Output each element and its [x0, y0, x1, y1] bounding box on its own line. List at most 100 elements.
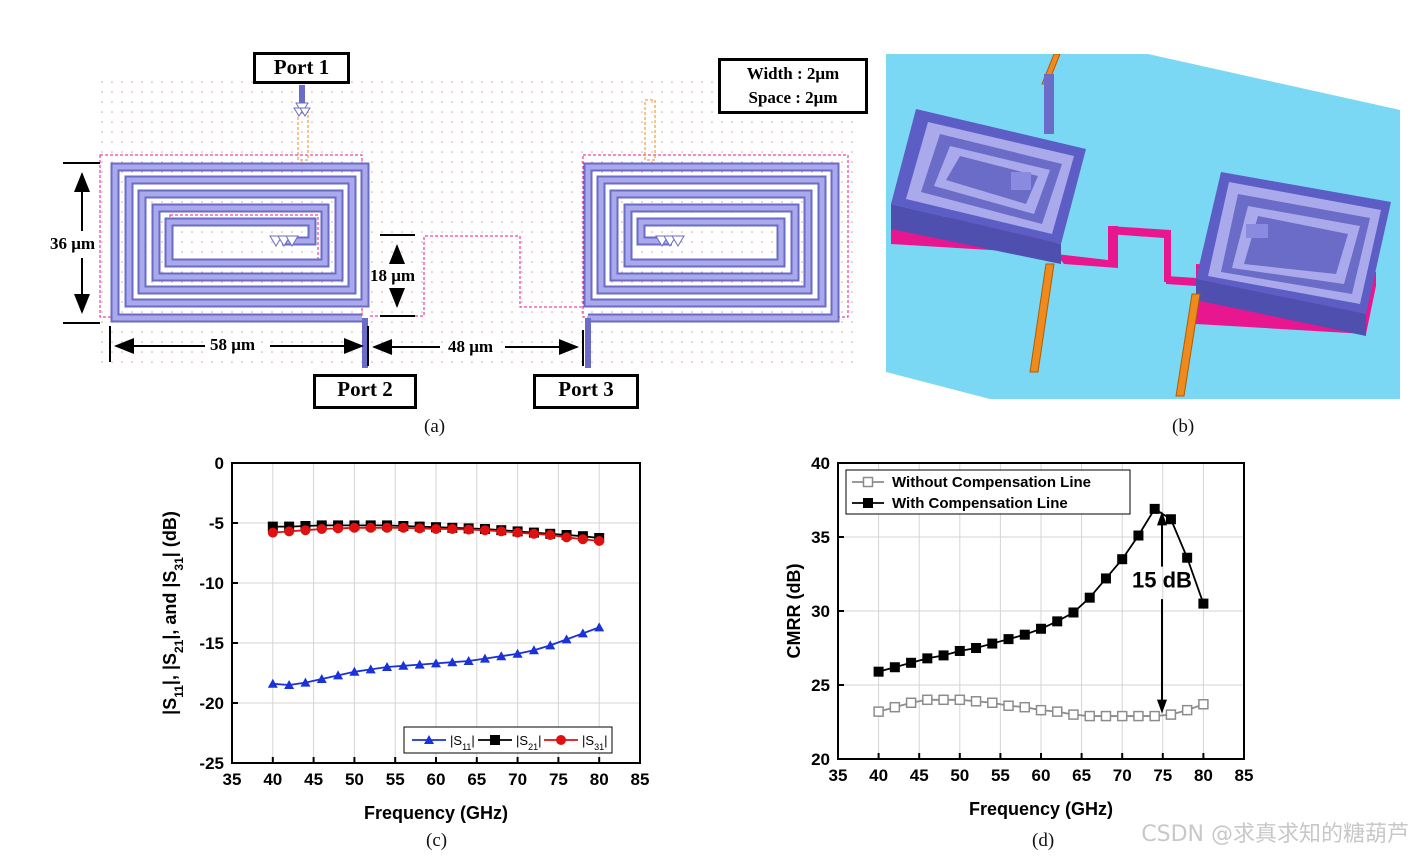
x-tick-label: 55 — [991, 766, 1010, 785]
data-point — [479, 653, 490, 663]
x-tick-label: 45 — [910, 766, 929, 785]
legend-entry: With Compensation Line — [892, 495, 1068, 512]
data-point — [954, 645, 965, 656]
port1-lead-3d — [1044, 74, 1054, 134]
legend-marker — [862, 476, 874, 488]
legend-entry: |S21| — [516, 733, 541, 752]
data-point — [512, 648, 523, 658]
data-point — [889, 701, 901, 713]
data-point — [447, 657, 458, 667]
caption-d: (d) — [1032, 830, 1055, 851]
data-point — [1100, 710, 1112, 722]
port1-label: Port 1 — [273, 55, 330, 79]
data-point — [316, 524, 327, 534]
legend-marker — [863, 498, 873, 508]
data-point — [545, 530, 556, 540]
data-point — [1019, 701, 1031, 713]
data-point — [349, 522, 360, 533]
data-point — [349, 666, 360, 676]
port3-label: Port 3 — [558, 377, 614, 401]
layout-drawing — [63, 80, 860, 370]
data-point — [922, 653, 933, 664]
data-point — [577, 534, 588, 545]
port2-label: Port 2 — [337, 377, 393, 401]
data-point — [594, 536, 605, 546]
data-point — [398, 522, 409, 533]
data-point — [382, 522, 393, 533]
data-point — [1116, 710, 1128, 722]
panel-c-sparams: 35 40 45 50 55 60 65 70 75 80 85 0 -5 -10 -15 -20 -25 Fre… — [150, 445, 670, 858]
data-point — [284, 526, 295, 537]
x-tick-label: 45 — [304, 770, 323, 789]
y-tick-label: -20 — [199, 694, 224, 713]
x-tick-label: 80 — [1194, 766, 1213, 785]
x-tick-label: 40 — [263, 770, 282, 789]
data-point — [398, 660, 409, 670]
data-point — [889, 662, 900, 673]
width-label: Width : 2μm — [746, 64, 840, 83]
data-point — [316, 674, 327, 683]
y-tick-label: -15 — [199, 634, 224, 653]
data-point — [1133, 710, 1144, 722]
x-tick-label: 50 — [950, 766, 969, 785]
watermark: CSDN @求真求知的糖葫芦 — [1141, 822, 1409, 847]
data-point — [431, 658, 441, 668]
data-point — [1181, 704, 1193, 716]
data-point — [1182, 552, 1193, 563]
legend-entry: |S11| — [450, 733, 475, 752]
data-point — [1051, 706, 1063, 717]
data-point — [431, 524, 441, 534]
x-tick-label: 70 — [508, 770, 527, 789]
port3-box: Port 3 — [533, 374, 639, 409]
axis-ticks: 35 40 45 50 55 60 65 70 75 80 85 40 35 30 25 20 — [811, 454, 1253, 785]
data-point — [1003, 700, 1014, 711]
y-tick-label: 30 — [811, 602, 830, 621]
data-point — [987, 638, 998, 649]
data-point — [414, 659, 425, 669]
data-point — [1084, 710, 1095, 722]
panel-b-3d: (b) — [886, 53, 1400, 437]
dim-height-label: 36 μm — [50, 234, 96, 254]
series-2 — [267, 522, 605, 546]
data-point — [267, 678, 278, 688]
port1-box: Port 1 — [253, 52, 350, 84]
data-point — [561, 532, 572, 543]
x-axis-label: Frequency (GHz) — [969, 799, 1113, 819]
data-point — [1165, 514, 1176, 525]
series-0 — [873, 694, 1209, 722]
port2-box: Port 2 — [313, 374, 417, 409]
left-inductor — [891, 109, 1086, 264]
data-point — [873, 706, 884, 717]
y-tick-label: 35 — [811, 528, 830, 547]
data-point — [300, 525, 311, 536]
caption-b: (b) — [1172, 416, 1195, 437]
x-tick-label: 75 — [1153, 766, 1172, 785]
cmrr-annotation: 15 dB — [1132, 567, 1192, 592]
data-point — [1133, 530, 1144, 541]
right-inductor — [1196, 172, 1391, 336]
x-tick-label: 40 — [869, 766, 888, 785]
data-point — [1052, 616, 1063, 627]
data-point — [938, 650, 949, 661]
cmrr-improvement-arrow: 15 dB — [1132, 511, 1192, 714]
y-axis-label: |S11|, |S21|, and |S31| (dB) — [160, 511, 186, 715]
data-point — [333, 523, 344, 534]
x-tick-label: 65 — [1072, 766, 1091, 785]
data-point — [987, 697, 998, 709]
data-point — [333, 670, 344, 680]
data-point — [284, 680, 295, 689]
compensation-line — [1056, 226, 1118, 268]
data-point — [1084, 592, 1095, 603]
y-tick-label: 0 — [215, 454, 224, 473]
data-point — [1149, 710, 1160, 722]
data-point — [938, 694, 949, 706]
data-point — [1068, 607, 1079, 618]
legend: |S11| |S21| |S31| — [403, 726, 613, 754]
space-label: Space : 2μm — [748, 88, 838, 107]
y-tick-label: -10 — [199, 574, 224, 593]
data-point — [594, 622, 605, 632]
arrow-head-down — [1156, 699, 1167, 714]
caption-c: (c) — [426, 830, 448, 851]
x-axis-label: Frequency (GHz) — [364, 803, 508, 823]
data-point — [267, 527, 278, 538]
